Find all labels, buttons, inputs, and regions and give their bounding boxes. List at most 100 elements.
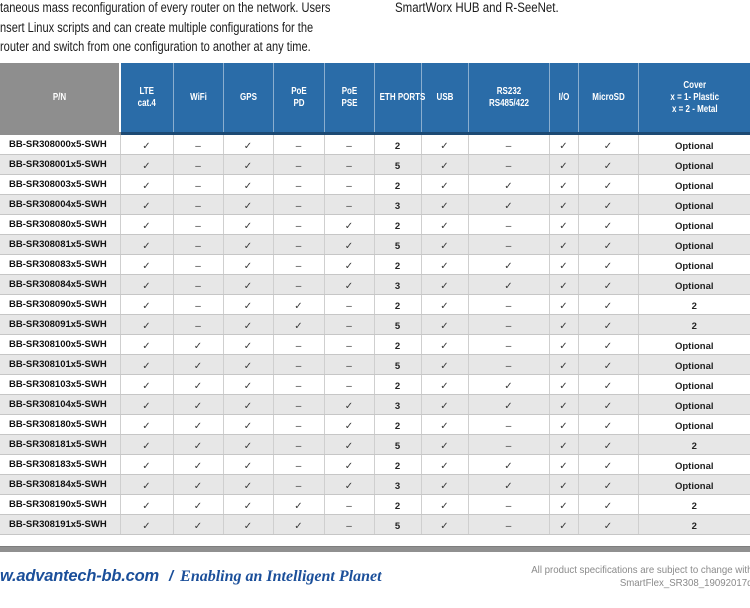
check-icon: ✓ <box>142 460 151 472</box>
cell-wifi: – <box>173 294 224 315</box>
dash-icon: – <box>295 480 302 492</box>
cell-gps: ✓ <box>223 374 274 395</box>
cell-value: Optional <box>674 140 714 152</box>
dash-icon: – <box>295 440 302 452</box>
check-icon: ✓ <box>243 320 253 332</box>
table-row: BB-SR308100x5-SWH ✓ ✓ ✓ – – 2 ✓ – ✓ ✓ Optional <box>0 334 750 355</box>
cell-microsd: ✓ <box>578 454 639 475</box>
check-icon: ✓ <box>193 480 203 492</box>
cell-value: 2 <box>691 440 697 452</box>
cell-usb: ✓ <box>421 174 469 195</box>
check-icon: ✓ <box>504 180 513 192</box>
cell-value: 2 <box>394 380 401 392</box>
cell-poe-pd: – <box>273 174 325 195</box>
cell-usb: ✓ <box>421 133 469 155</box>
column-header-io: I/O <box>549 63 579 135</box>
cell-usb: ✓ <box>421 434 469 455</box>
cell-io: ✓ <box>549 194 579 215</box>
check-icon: ✓ <box>559 480 568 492</box>
column-header-rs232: RS232 RS485/422 <box>468 63 550 135</box>
cell-microsd: ✓ <box>578 354 639 375</box>
cell-microsd: ✓ <box>578 294 639 315</box>
check-icon: ✓ <box>142 220 151 232</box>
cell-value: 2 <box>394 180 401 192</box>
check-icon: ✓ <box>440 460 449 472</box>
check-icon: ✓ <box>559 240 568 252</box>
cell-gps: ✓ <box>223 514 274 535</box>
intro-paragraph-left: taneous mass reconfiguration of every ro… <box>0 0 377 57</box>
cell-rs232: ✓ <box>468 194 550 215</box>
check-icon: ✓ <box>193 440 203 452</box>
check-icon: ✓ <box>142 260 151 272</box>
cell-lte: ✓ <box>120 334 174 355</box>
cell-poe-pd: – <box>273 194 325 215</box>
cell-rs232: – <box>468 334 550 355</box>
cell-usb: ✓ <box>421 154 469 175</box>
check-icon: ✓ <box>243 420 253 432</box>
cell-value: Optional <box>674 220 714 232</box>
cell-microsd: ✓ <box>578 374 639 395</box>
column-header-poe-pd: PoE PD <box>273 63 325 135</box>
footer-slash: / <box>168 568 174 585</box>
cell-microsd: ✓ <box>578 414 639 435</box>
cell-poe-pse: ✓ <box>324 454 375 475</box>
cell-usb: ✓ <box>421 474 469 495</box>
check-icon: ✓ <box>243 440 253 452</box>
check-icon: ✓ <box>344 400 354 412</box>
dash-icon: – <box>195 140 201 152</box>
dash-icon: – <box>346 300 352 312</box>
cell-gps: ✓ <box>223 314 274 335</box>
cell-poe-pd: – <box>273 374 325 395</box>
cell-value: 2 <box>394 220 401 232</box>
column-header-text: x = 2 - Metal <box>671 103 718 115</box>
cell-cover: Optional <box>638 194 750 215</box>
cell-value: 2 <box>394 340 401 352</box>
cell-poe-pd: – <box>273 154 325 175</box>
website-link[interactable]: w.advantech-bb.com <box>0 567 159 585</box>
cell-poe-pse: – <box>324 334 375 355</box>
check-icon: ✓ <box>603 180 613 192</box>
check-icon: ✓ <box>504 260 513 272</box>
dash-icon: – <box>295 220 302 232</box>
cell-io: ✓ <box>549 354 579 375</box>
cell-lte: ✓ <box>120 274 174 295</box>
cell-lte: ✓ <box>120 494 174 515</box>
dash-icon: – <box>195 220 201 232</box>
part-number-cell: BB-SR308000x5-SWH <box>0 133 121 155</box>
table-row: BB-SR308183x5-SWH ✓ ✓ ✓ – ✓ 2 ✓ ✓ ✓ ✓ Optional <box>0 454 750 475</box>
cell-wifi: – <box>173 133 224 155</box>
check-icon: ✓ <box>243 380 253 392</box>
part-number-cell: BB-SR308083x5-SWH <box>0 254 121 275</box>
cell-usb: ✓ <box>421 314 469 335</box>
part-number-cell: BB-SR308190x5-SWH <box>0 494 121 515</box>
check-icon: ✓ <box>142 320 151 332</box>
cell-wifi: ✓ <box>173 354 224 375</box>
cell-gps: ✓ <box>223 414 274 435</box>
cell-lte: ✓ <box>120 394 174 415</box>
check-icon: ✓ <box>243 460 253 472</box>
check-icon: ✓ <box>440 520 449 532</box>
check-icon: ✓ <box>142 240 151 252</box>
check-icon: ✓ <box>440 360 449 372</box>
column-header-text: RS232 <box>496 85 521 97</box>
cell-cover: Optional <box>638 214 750 235</box>
dash-icon: – <box>505 140 512 152</box>
cell-value: 2 <box>394 500 401 512</box>
check-icon: ✓ <box>559 260 568 272</box>
cell-wifi: ✓ <box>173 434 224 455</box>
cell-usb: ✓ <box>421 374 469 395</box>
dash-icon: – <box>195 160 201 172</box>
cell-poe-pd: – <box>273 274 325 295</box>
cell-poe-pse: – <box>324 314 375 335</box>
cell-cover: 2 <box>638 514 750 535</box>
check-icon: ✓ <box>193 400 203 412</box>
cell-rs232: – <box>468 294 550 315</box>
check-icon: ✓ <box>504 480 513 492</box>
cell-cover: 2 <box>638 494 750 515</box>
check-icon: ✓ <box>559 200 568 212</box>
cell-value: Optional <box>674 160 714 172</box>
check-icon: ✓ <box>243 160 253 172</box>
cell-lte: ✓ <box>120 133 174 155</box>
check-icon: ✓ <box>142 140 151 152</box>
check-icon: ✓ <box>193 340 203 352</box>
